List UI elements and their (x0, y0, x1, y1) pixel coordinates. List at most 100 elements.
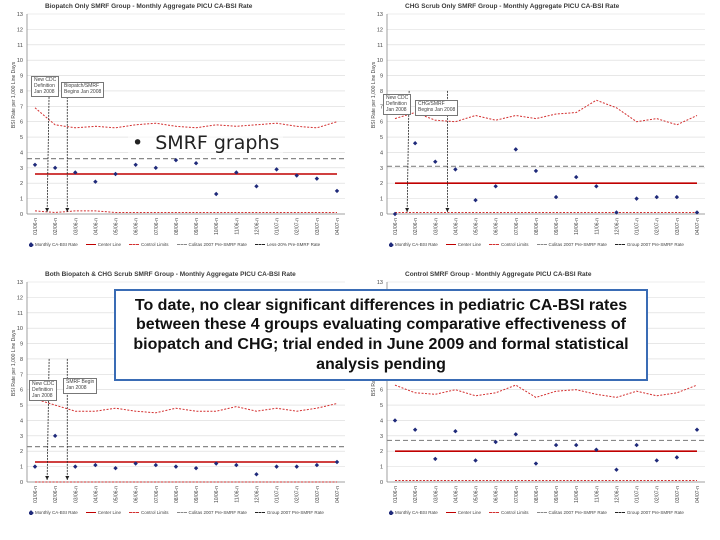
x-tick-label: 10/06-n (574, 218, 580, 235)
data-point (433, 456, 438, 462)
data-point (533, 168, 539, 174)
data-point (553, 442, 559, 448)
x-tick-label: 04/07-n (695, 218, 701, 235)
x-tick-label: 03/06-n (433, 486, 439, 503)
annotation-leader-line (46, 358, 50, 481)
y-tick-label: 8 (20, 357, 23, 363)
data-point (674, 455, 680, 460)
chart-title: Biopatch Only SMRF Group - Monthly Aggre… (45, 3, 253, 10)
x-tick-label: 01/06-n (33, 218, 39, 235)
bullet-point: • SMRF graphs (128, 132, 284, 154)
x-tick-label: 08/06-n (534, 218, 540, 235)
x-tick-label: 04/07-n (695, 486, 701, 503)
data-point (453, 167, 458, 172)
legend-item: Less-20% Pre-SMRF Rate (254, 242, 320, 247)
y-tick-label: 9 (20, 74, 23, 80)
x-tick-label: 02/06-n (53, 218, 59, 235)
legend-item: Monthly CA-BSI Rate (29, 510, 78, 515)
data-point (234, 170, 239, 175)
data-point (513, 147, 518, 152)
x-tick-label: 08/06-n (534, 486, 540, 503)
upper-control-limit-line (34, 398, 338, 414)
y-tick-label: 4 (380, 418, 383, 424)
y-tick-label: 8 (380, 89, 383, 95)
y-tick-label: 0 (380, 212, 383, 218)
data-point (314, 462, 320, 468)
x-tick-label: 03/07-n (315, 486, 321, 503)
y-tick-label: 5 (20, 403, 23, 409)
x-tick-label: 02/07-n (295, 218, 301, 235)
annotation-arrowhead (65, 476, 70, 480)
x-tick-label: 03/07-n (675, 486, 681, 503)
upper-control-limit-line (394, 384, 698, 398)
y-tick-label: 7 (20, 372, 23, 378)
x-tick-label: 04/06-n (93, 218, 99, 235)
y-tick-label: 4 (20, 150, 23, 156)
x-tick-label: 11/06-n (594, 486, 600, 503)
legend-item: Colitas 2007 Pre-SMRF Rate (536, 510, 607, 515)
legend-item: Monthly CA-BSI Rate (29, 242, 78, 247)
x-tick-label: 02/07-n (295, 486, 301, 503)
y-tick-label: 1 (20, 465, 23, 471)
data-point (153, 165, 158, 171)
y-tick-label: 5 (380, 135, 383, 141)
x-tick-label: 12/06-n (254, 218, 260, 235)
y-tick-label: 2 (380, 181, 383, 187)
x-tick-label: 11/06-n (594, 218, 600, 235)
legend-item: Monthly CA-BSI Rate (389, 510, 438, 515)
x-tick-label: 12/06-n (614, 218, 620, 235)
x-tick-label: 06/06-n (494, 218, 500, 235)
y-tick-label: 9 (380, 74, 383, 80)
data-point (473, 458, 478, 463)
data-point (274, 167, 279, 172)
y-tick-label: 12 (377, 27, 383, 33)
annotation-arrowhead (45, 476, 50, 480)
x-tick-label: 10/06-n (574, 486, 580, 503)
y-tick-label: 10 (377, 58, 383, 64)
x-tick-label: 03/06-n (73, 486, 79, 503)
y-tick-label: 7 (20, 104, 23, 110)
legend-item: Group 2007 Pre-SMRF Rate (254, 510, 324, 515)
x-tick-label: 05/06-n (114, 486, 120, 503)
y-tick-label: 4 (20, 418, 23, 424)
data-point (193, 161, 199, 166)
chart-title: Control SMRF Group - Monthly Aggregate P… (405, 271, 592, 278)
y-tick-label: 3 (380, 166, 383, 172)
annotation-arrowhead (65, 208, 70, 212)
data-point (32, 162, 38, 167)
data-point (274, 464, 279, 469)
y-tick-label: 13 (17, 280, 23, 286)
data-point (234, 462, 239, 468)
x-tick-label: 02/07-n (655, 218, 661, 235)
x-tick-label: 06/06-n (134, 486, 140, 503)
legend-item: Group 2007 Pre-SMRF Rate (614, 510, 684, 515)
x-tick-label: 03/07-n (315, 218, 321, 235)
bullet-dot-icon: • (132, 132, 144, 154)
legend-item: Center Line (445, 242, 481, 247)
data-point (533, 461, 539, 466)
annotation-leader-line (46, 90, 50, 213)
callout-cdc-definition: New CDC Definition Jan 2008 (31, 76, 60, 98)
data-point (574, 442, 579, 448)
data-point (193, 465, 199, 471)
y-tick-label: 6 (380, 388, 383, 394)
data-point (93, 179, 98, 184)
x-tick-label: 01/07-n (635, 486, 641, 503)
y-tick-label: 0 (20, 480, 23, 486)
data-point (654, 458, 659, 463)
y-tick-label: 4 (380, 150, 383, 156)
y-tick-label: 5 (380, 403, 383, 409)
x-tick-label: 12/06-n (614, 486, 620, 503)
legend-item: Center Line (85, 242, 121, 247)
y-tick-label: 0 (380, 480, 383, 486)
x-tick-label: 02/06-n (413, 218, 419, 235)
chart-legend: Monthly CA-BSI Rate Center Line Control … (389, 242, 709, 247)
legend-item: Colitas 2007 Pre-SMRF Rate (176, 242, 247, 247)
data-point (93, 462, 98, 468)
x-tick-label: 03/06-n (433, 218, 439, 235)
legend-item: Center Line (445, 510, 481, 515)
data-point (153, 462, 158, 468)
data-point (334, 459, 340, 465)
